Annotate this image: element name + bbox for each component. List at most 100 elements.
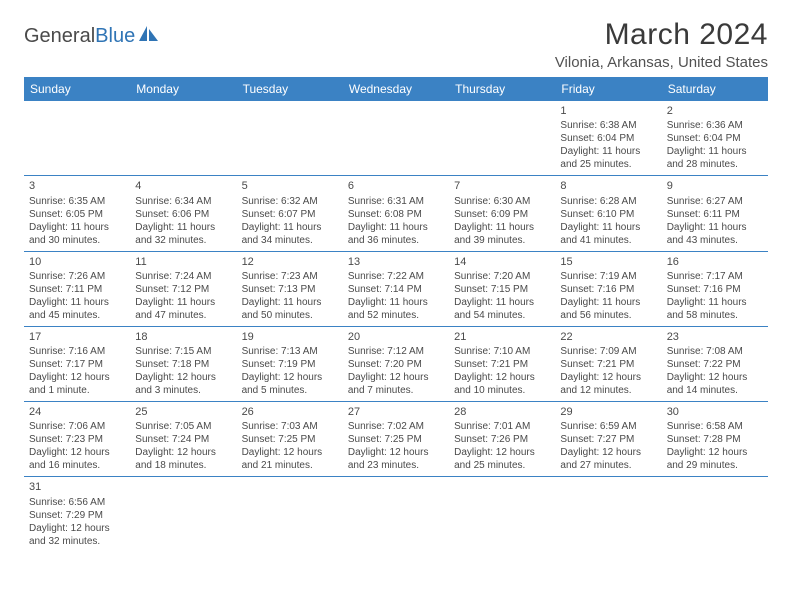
daylight-text: Daylight: 11 hours and 43 minutes. <box>667 221 763 247</box>
day-number: 26 <box>242 405 338 419</box>
calendar-cell <box>343 101 449 176</box>
daylight-text: Daylight: 12 hours and 18 minutes. <box>135 446 231 472</box>
sunrise-text: Sunrise: 7:19 AM <box>560 270 656 283</box>
day-number: 2 <box>667 104 763 118</box>
calendar-cell: 30Sunrise: 6:58 AMSunset: 7:28 PMDayligh… <box>662 402 768 477</box>
sunset-text: Sunset: 7:22 PM <box>667 358 763 371</box>
sunrise-text: Sunrise: 6:30 AM <box>454 195 550 208</box>
daylight-text: Daylight: 12 hours and 27 minutes. <box>560 446 656 472</box>
sunset-text: Sunset: 7:19 PM <box>242 358 338 371</box>
sunset-text: Sunset: 6:11 PM <box>667 208 763 221</box>
calendar-cell <box>24 101 130 176</box>
daylight-text: Daylight: 11 hours and 45 minutes. <box>29 296 125 322</box>
day-number: 27 <box>348 405 444 419</box>
daylight-text: Daylight: 12 hours and 29 minutes. <box>667 446 763 472</box>
day-number: 4 <box>135 179 231 193</box>
calendar-cell: 3Sunrise: 6:35 AMSunset: 6:05 PMDaylight… <box>24 176 130 251</box>
daylight-text: Daylight: 11 hours and 25 minutes. <box>560 145 656 171</box>
sunrise-text: Sunrise: 7:06 AM <box>29 420 125 433</box>
day-number: 16 <box>667 255 763 269</box>
calendar-row: 31Sunrise: 6:56 AMSunset: 7:29 PMDayligh… <box>24 477 768 552</box>
day-header: Friday <box>555 77 661 101</box>
sunrise-text: Sunrise: 7:03 AM <box>242 420 338 433</box>
sunrise-text: Sunrise: 7:13 AM <box>242 345 338 358</box>
calendar-cell: 16Sunrise: 7:17 AMSunset: 7:16 PMDayligh… <box>662 251 768 326</box>
calendar-cell <box>343 477 449 552</box>
sunrise-text: Sunrise: 7:02 AM <box>348 420 444 433</box>
sunset-text: Sunset: 6:10 PM <box>560 208 656 221</box>
sunrise-text: Sunrise: 6:36 AM <box>667 119 763 132</box>
day-header: Wednesday <box>343 77 449 101</box>
day-number: 11 <box>135 255 231 269</box>
sunset-text: Sunset: 7:25 PM <box>348 433 444 446</box>
day-number: 12 <box>242 255 338 269</box>
sunset-text: Sunset: 7:21 PM <box>560 358 656 371</box>
calendar-cell: 4 Sunrise: 6:34 AMSunset: 6:06 PMDaylight… <box>130 176 236 251</box>
calendar-cell <box>130 101 236 176</box>
sunset-text: Sunset: 6:07 PM <box>242 208 338 221</box>
daylight-text: Daylight: 12 hours and 7 minutes. <box>348 371 444 397</box>
sunset-text: Sunset: 6:06 PM <box>135 208 231 221</box>
sunset-text: Sunset: 7:28 PM <box>667 433 763 446</box>
calendar-cell: 12Sunrise: 7:23 AMSunset: 7:13 PMDayligh… <box>237 251 343 326</box>
day-number: 3 <box>29 179 125 193</box>
calendar-row: 24Sunrise: 7:06 AMSunset: 7:23 PMDayligh… <box>24 402 768 477</box>
sunrise-text: Sunrise: 6:35 AM <box>29 195 125 208</box>
calendar-cell: 1Sunrise: 6:38 AMSunset: 6:04 PMDaylight… <box>555 101 661 176</box>
calendar-cell: 8Sunrise: 6:28 AMSunset: 6:10 PMDaylight… <box>555 176 661 251</box>
daylight-text: Daylight: 11 hours and 47 minutes. <box>135 296 231 322</box>
calendar-cell: 28Sunrise: 7:01 AMSunset: 7:26 PMDayligh… <box>449 402 555 477</box>
calendar-cell: 24Sunrise: 7:06 AMSunset: 7:23 PMDayligh… <box>24 402 130 477</box>
sunrise-text: Sunrise: 6:59 AM <box>560 420 656 433</box>
sunset-text: Sunset: 6:05 PM <box>29 208 125 221</box>
calendar-row: 17Sunrise: 7:16 AMSunset: 7:17 PMDayligh… <box>24 326 768 401</box>
day-number: 5 <box>242 179 338 193</box>
sunrise-text: Sunrise: 6:58 AM <box>667 420 763 433</box>
day-number: 21 <box>454 330 550 344</box>
calendar-cell: 22Sunrise: 7:09 AMSunset: 7:21 PMDayligh… <box>555 326 661 401</box>
calendar-cell: 29Sunrise: 6:59 AMSunset: 7:27 PMDayligh… <box>555 402 661 477</box>
sunrise-text: Sunrise: 6:31 AM <box>348 195 444 208</box>
sunset-text: Sunset: 7:17 PM <box>29 358 125 371</box>
calendar-cell: 7Sunrise: 6:30 AMSunset: 6:09 PMDaylight… <box>449 176 555 251</box>
day-number: 7 <box>454 179 550 193</box>
day-header: Monday <box>130 77 236 101</box>
sunrise-text: Sunrise: 7:15 AM <box>135 345 231 358</box>
daylight-text: Daylight: 12 hours and 1 minute. <box>29 371 125 397</box>
daylight-text: Daylight: 12 hours and 16 minutes. <box>29 446 125 472</box>
sunrise-text: Sunrise: 7:12 AM <box>348 345 444 358</box>
daylight-text: Daylight: 11 hours and 34 minutes. <box>242 221 338 247</box>
day-header: Sunday <box>24 77 130 101</box>
daylight-text: Daylight: 12 hours and 10 minutes. <box>454 371 550 397</box>
calendar-cell <box>237 477 343 552</box>
calendar-row: 3 Sunrise: 6:35 AMSunset: 6:05 PM Daylight… <box>24 176 768 251</box>
sunrise-text: Sunrise: 6:34 AM <box>135 195 231 208</box>
sunset-text: Sunset: 7:16 PM <box>560 283 656 296</box>
day-number: 28 <box>454 405 550 419</box>
daylight-text: Daylight: 11 hours and 50 minutes. <box>242 296 338 322</box>
day-number: 14 <box>454 255 550 269</box>
calendar-cell <box>130 477 236 552</box>
brand-text: GeneralBlue <box>24 25 135 48</box>
day-header: Tuesday <box>237 77 343 101</box>
daylight-text: Daylight: 11 hours and 32 minutes. <box>135 221 231 247</box>
sunset-text: Sunset: 6:08 PM <box>348 208 444 221</box>
calendar-cell: 9Sunrise: 6:27 AMSunset: 6:11 PMDaylight… <box>662 176 768 251</box>
sunrise-text: Sunrise: 7:22 AM <box>348 270 444 283</box>
calendar-cell: 17Sunrise: 7:16 AMSunset: 7:17 PMDayligh… <box>24 326 130 401</box>
day-number: 29 <box>560 405 656 419</box>
daylight-text: Daylight: 11 hours and 36 minutes. <box>348 221 444 247</box>
calendar-cell: 10Sunrise: 7:26 AMSunset: 7:11 PMDayligh… <box>24 251 130 326</box>
day-number: 10 <box>29 255 125 269</box>
daylight-text: Daylight: 12 hours and 32 minutes. <box>29 522 125 548</box>
day-number: 20 <box>348 330 444 344</box>
day-number: 30 <box>667 405 763 419</box>
day-number: 23 <box>667 330 763 344</box>
brand-logo: GeneralBlue <box>24 24 160 48</box>
sunrise-text: Sunrise: 6:56 AM <box>29 496 125 509</box>
daylight-text: Daylight: 11 hours and 41 minutes. <box>560 221 656 247</box>
daylight-text: Daylight: 12 hours and 23 minutes. <box>348 446 444 472</box>
sunrise-text: Sunrise: 7:08 AM <box>667 345 763 358</box>
sunset-text: Sunset: 7:20 PM <box>348 358 444 371</box>
day-number: 25 <box>135 405 231 419</box>
